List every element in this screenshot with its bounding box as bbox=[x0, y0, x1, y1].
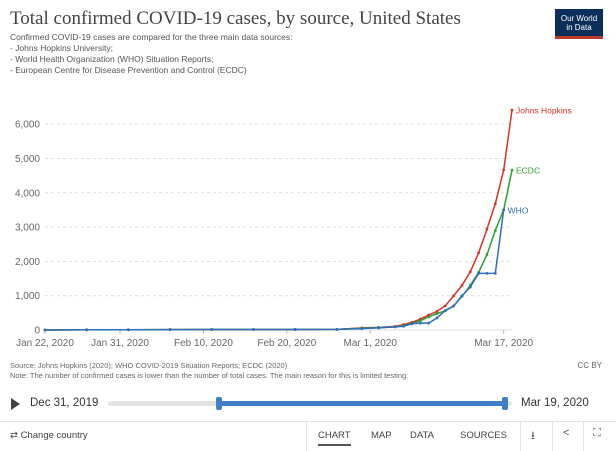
data-point bbox=[468, 270, 472, 274]
data-point bbox=[293, 328, 297, 331]
swap-icon: ⇄ bbox=[10, 430, 18, 441]
tab-chart[interactable]: CHART bbox=[318, 430, 351, 446]
line-chart: 0 1,000 2,000 3,000 4,000 5,000 6,000 Jan 22, 2… bbox=[15, 106, 572, 349]
data-point bbox=[252, 328, 255, 331]
change-country-label: Change country bbox=[20, 430, 88, 441]
y-tick-label: 0 bbox=[34, 326, 40, 337]
data-point bbox=[510, 108, 514, 112]
data-point bbox=[43, 328, 47, 332]
y-tick-label: 4,000 bbox=[15, 188, 40, 199]
data-point bbox=[460, 283, 464, 287]
data-point bbox=[335, 327, 339, 331]
subtitle-line: - World Health Organization (WHO) Situat… bbox=[10, 54, 214, 64]
play-icon[interactable] bbox=[11, 398, 20, 410]
limitation-note: Note: The number of confirmed cases is l… bbox=[10, 371, 409, 380]
chart-title: Total confirmed COVID-19 cases, by sourc… bbox=[10, 8, 461, 29]
subtitle-line: Confirmed COVID-19 cases are compared fo… bbox=[10, 32, 293, 42]
data-point bbox=[502, 208, 506, 212]
data-point bbox=[360, 327, 364, 331]
series-line bbox=[44, 209, 505, 331]
owid-logo[interactable]: Our World in Data bbox=[555, 9, 603, 39]
data-point bbox=[126, 328, 130, 332]
fullscreen-icon[interactable]: ⛶ bbox=[593, 427, 601, 439]
series-label: ECDC bbox=[516, 166, 540, 176]
y-tick-label: 6,000 bbox=[15, 120, 40, 131]
chart-subtitle: Confirmed COVID-19 cases are compared fo… bbox=[10, 32, 293, 76]
source-note: Source: Johns Hopkins (2020); WHO COVID-… bbox=[10, 361, 288, 370]
download-icon[interactable]: ⭳ bbox=[531, 430, 535, 442]
timeline-end-date: Mar 19, 2020 bbox=[521, 397, 589, 409]
data-point bbox=[435, 316, 439, 320]
data-point bbox=[452, 294, 456, 298]
data-point bbox=[427, 315, 431, 319]
subtitle-line: - Johns Hopkins University; bbox=[10, 43, 113, 53]
tab-data[interactable]: DATA bbox=[410, 430, 434, 441]
series-line bbox=[44, 169, 513, 331]
y-tick-label: 5,000 bbox=[15, 154, 40, 165]
data-point bbox=[410, 322, 414, 326]
data-point bbox=[485, 271, 489, 275]
timeline-start-date: Dec 31, 2019 bbox=[30, 397, 99, 409]
toolbar-divider bbox=[583, 422, 584, 451]
timeline-start-handle[interactable] bbox=[216, 397, 222, 410]
timeline-slider: Dec 31, 2019 Mar 19, 2020 bbox=[0, 392, 616, 416]
x-tick-label: Feb 20, 2020 bbox=[257, 338, 316, 349]
data-point bbox=[427, 321, 431, 325]
data-point bbox=[493, 202, 497, 206]
data-point bbox=[443, 309, 447, 312]
x-tick-label: Mar 1, 2020 bbox=[344, 338, 398, 349]
share-icon[interactable]: < bbox=[563, 427, 570, 439]
data-point bbox=[468, 285, 472, 289]
data-point bbox=[493, 271, 497, 275]
tab-map[interactable]: MAP bbox=[371, 430, 392, 441]
data-point bbox=[418, 321, 422, 325]
series-line bbox=[44, 109, 513, 331]
logo-line: Our World bbox=[560, 13, 598, 23]
data-point bbox=[393, 325, 397, 329]
data-point bbox=[477, 271, 481, 275]
data-point bbox=[452, 304, 456, 308]
bottom-toolbar: ⇄ Change country CHART MAP DATA SOURCES … bbox=[0, 421, 616, 451]
y-tick-label: 1,000 bbox=[15, 291, 40, 302]
toolbar-divider bbox=[520, 422, 521, 451]
x-tick-label: Feb 10, 2020 bbox=[174, 338, 233, 349]
tab-sources[interactable]: SOURCES bbox=[460, 430, 507, 441]
data-point bbox=[85, 328, 89, 332]
data-point bbox=[377, 326, 380, 330]
data-point bbox=[485, 253, 489, 256]
series-label: Johns Hopkins bbox=[516, 106, 572, 116]
data-point bbox=[402, 324, 405, 328]
data-point bbox=[418, 319, 422, 323]
data-point bbox=[485, 227, 489, 231]
timeline-end-handle[interactable] bbox=[502, 397, 508, 410]
data-point bbox=[443, 304, 447, 308]
x-tick-label: Mar 17, 2020 bbox=[474, 338, 533, 349]
timeline-range[interactable] bbox=[219, 401, 505, 406]
y-tick-label: 3,000 bbox=[15, 223, 40, 234]
change-country-button[interactable]: ⇄ Change country bbox=[10, 430, 88, 441]
data-point bbox=[502, 168, 506, 172]
data-point bbox=[435, 310, 439, 313]
toolbar-divider bbox=[552, 422, 553, 451]
toolbar-divider bbox=[306, 422, 307, 451]
subtitle-line: - European Centre for Disease Prevention… bbox=[10, 65, 247, 75]
x-tick-label: Jan 22, 2020 bbox=[16, 338, 74, 349]
y-tick-label: 2,000 bbox=[15, 257, 40, 268]
logo-line: in Data bbox=[566, 22, 592, 32]
data-point bbox=[210, 328, 214, 331]
license-label[interactable]: CC BY bbox=[577, 361, 602, 370]
chart-footnote: Source: Johns Hopkins (2020); WHO COVID-… bbox=[10, 361, 408, 381]
data-point bbox=[477, 251, 481, 255]
x-tick-label: Jan 31, 2020 bbox=[91, 338, 149, 349]
series-label: WHO bbox=[508, 205, 529, 215]
data-point bbox=[510, 168, 514, 172]
data-point bbox=[435, 312, 439, 315]
data-point bbox=[460, 294, 464, 298]
data-point bbox=[168, 328, 172, 331]
data-point bbox=[493, 229, 497, 232]
